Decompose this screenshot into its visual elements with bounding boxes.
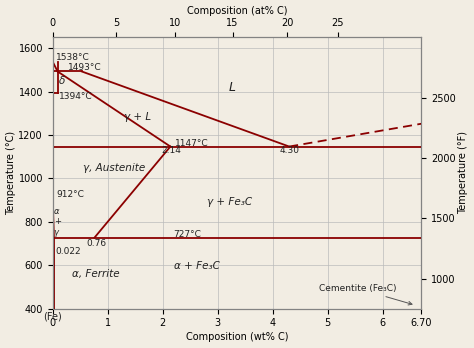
Text: 4.30: 4.30: [279, 146, 299, 155]
Y-axis label: Temperature (°C): Temperature (°C): [6, 131, 16, 215]
Text: 727°C: 727°C: [173, 230, 201, 239]
Text: 1394°C: 1394°C: [59, 92, 93, 101]
Text: 1147°C: 1147°C: [175, 139, 209, 148]
Text: (Fe): (Fe): [43, 311, 62, 321]
Text: 0.76: 0.76: [87, 239, 107, 248]
X-axis label: Composition (wt% C): Composition (wt% C): [186, 332, 288, 342]
Text: 0.022: 0.022: [55, 247, 81, 255]
Text: γ + L: γ + L: [124, 112, 151, 121]
Text: α + Fe₃C: α + Fe₃C: [173, 261, 219, 271]
Text: L: L: [228, 81, 236, 94]
Text: 912°C: 912°C: [56, 190, 84, 199]
X-axis label: Composition (at% C): Composition (at% C): [187, 6, 287, 16]
Text: 1493°C: 1493°C: [68, 63, 102, 72]
Text: γ + Fe₃C: γ + Fe₃C: [207, 197, 252, 207]
Text: 2.14: 2.14: [161, 146, 181, 155]
Text: γ, Austenite: γ, Austenite: [83, 163, 145, 173]
Text: α, Ferrite: α, Ferrite: [72, 269, 119, 279]
Text: 1538°C: 1538°C: [56, 53, 90, 62]
Text: Cementite (Fe₃C): Cementite (Fe₃C): [319, 284, 412, 305]
Text: α
+
γ: α + γ: [54, 207, 61, 237]
Y-axis label: Temperature (°F): Temperature (°F): [458, 132, 468, 214]
Text: δ: δ: [59, 76, 66, 86]
